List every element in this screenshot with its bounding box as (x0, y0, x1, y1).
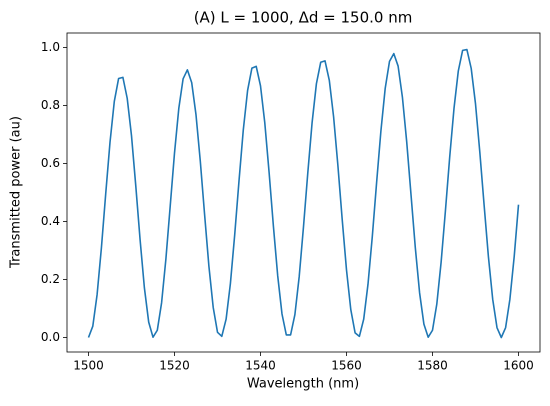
y-tick-label: 0.0 (41, 330, 60, 344)
x-tick-label: 1520 (159, 359, 190, 373)
y-tick-label: 0.8 (41, 98, 60, 112)
x-tick-label: 1560 (331, 359, 362, 373)
plot-frame (66, 32, 541, 353)
y-tick-label: 0.6 (41, 156, 60, 170)
x-tick-label: 1540 (245, 359, 276, 373)
x-tick-label: 1600 (503, 359, 534, 373)
x-tick-label: 1500 (73, 359, 104, 373)
y-tick-label: 0.2 (41, 272, 60, 286)
y-tick-label: 1.0 (41, 40, 60, 54)
y-axis-label: Transmitted power (au) (9, 116, 24, 269)
data-line (87, 48, 520, 339)
chart-title: (A) L = 1000, Δd = 150.0 nm (194, 9, 413, 27)
x-axis-label: Wavelength (nm) (247, 377, 359, 392)
y-tick-label: 0.4 (41, 214, 60, 228)
x-tick-label: 1580 (417, 359, 448, 373)
